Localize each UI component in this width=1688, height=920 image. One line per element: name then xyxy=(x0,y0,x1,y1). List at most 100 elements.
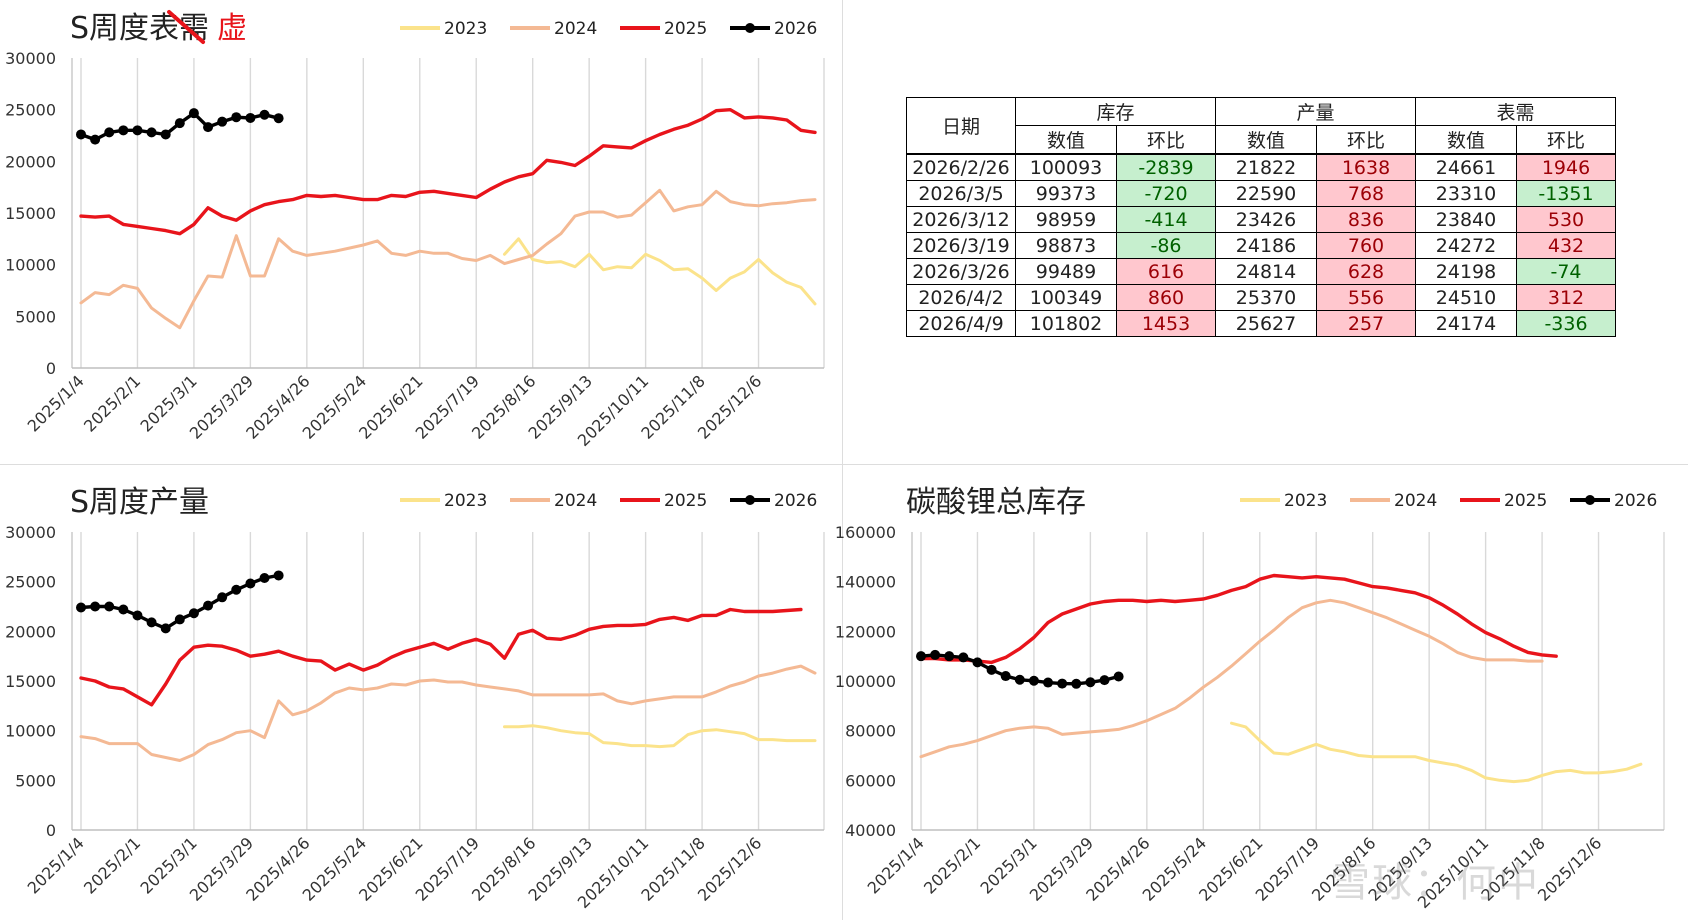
data-point-2026 xyxy=(273,113,284,124)
legend-label-2023: 2023 xyxy=(444,19,487,39)
y-tick-label: 20000 xyxy=(5,622,56,641)
y-tick-label: 0 xyxy=(46,821,56,840)
y-tick-label: 20000 xyxy=(5,152,56,171)
table-cell-inv-chg: 860 xyxy=(1116,284,1216,311)
legend-label-2024: 2024 xyxy=(1394,491,1437,511)
table-cell-dem: 24198 xyxy=(1415,258,1517,285)
y-tick-label: 160000 xyxy=(835,523,896,542)
y-tick-label: 15000 xyxy=(5,672,56,691)
table-body: 2026/2/26 100093 -2839 21822 1638 24661 1946 20… xyxy=(906,153,1616,337)
y-tick-label: 140000 xyxy=(835,573,896,592)
table-cell-prod-chg: 628 xyxy=(1316,258,1416,285)
legend-label-2025: 2025 xyxy=(1504,491,1547,511)
table-cell-dem: 23310 xyxy=(1415,180,1517,207)
series-line-2025 xyxy=(79,108,817,236)
data-point-2026 xyxy=(972,657,983,668)
y-tick-label: 120000 xyxy=(835,622,896,641)
subheader-dem-value: 数值 xyxy=(1415,125,1517,155)
header-date: 日期 xyxy=(906,97,1016,155)
y-tick-label: 40000 xyxy=(845,821,896,840)
y-tick-label: 10000 xyxy=(5,256,56,275)
y-tick-label: 5000 xyxy=(15,307,56,326)
data-point-2026 xyxy=(259,572,270,583)
table-cell-date: 2026/4/9 xyxy=(906,310,1016,337)
chart-inventory: 40000 60000 80000 100000 120000 140000 160000 2… xyxy=(835,485,1665,912)
table-cell-inv: 98873 xyxy=(1015,232,1117,259)
table-row: 2026/2/26 100093 -2839 21822 1638 24661 1946 xyxy=(906,153,1616,181)
table-row: 2026/3/5 99373 -720 22590 768 23310 -1351 xyxy=(906,180,1616,207)
table-cell-date: 2026/4/2 xyxy=(906,284,1016,311)
subheader-dem-change: 环比 xyxy=(1516,125,1616,155)
y-tick-label: 15000 xyxy=(5,204,56,223)
data-point-2026 xyxy=(146,617,157,628)
data-point-2026 xyxy=(1113,671,1124,682)
table-cell-dem: 24272 xyxy=(1415,232,1517,259)
table-header-row: 日期 库存 产量 表需 xyxy=(906,97,1616,155)
horizontal-divider xyxy=(0,464,1688,465)
table-cell-dem-chg: -1351 xyxy=(1516,180,1616,207)
data-point-2026 xyxy=(1014,674,1025,685)
watermark: 雪球：何中 xyxy=(1330,860,1540,906)
table-cell-dem: 24510 xyxy=(1415,284,1517,311)
data-point-2026 xyxy=(132,125,143,136)
table-cell-prod: 24186 xyxy=(1215,232,1317,259)
table-cell-inv: 98959 xyxy=(1015,206,1117,233)
data-point-2026 xyxy=(90,601,101,612)
table-cell-prod: 21822 xyxy=(1215,153,1317,181)
data-point-2026 xyxy=(1057,678,1068,689)
series-line-2024 xyxy=(919,598,1544,759)
header-demand: 表需 xyxy=(1415,97,1616,126)
table-cell-prod-chg: 1638 xyxy=(1316,153,1416,181)
data-point-2026 xyxy=(1085,677,1096,688)
table-cell-dem-chg: 530 xyxy=(1516,206,1616,233)
data-point-2026 xyxy=(245,112,256,123)
legend-label-2024: 2024 xyxy=(554,491,597,511)
legend-label-2026: 2026 xyxy=(1614,491,1657,511)
data-point-2026 xyxy=(1071,678,1082,689)
data-point-2026 xyxy=(958,652,969,663)
data-point-2026 xyxy=(160,623,171,634)
subheader-inv-value: 数值 xyxy=(1015,125,1117,155)
subheader-prod-change: 环比 xyxy=(1316,125,1416,155)
series-line-2023 xyxy=(503,724,817,749)
table-cell-date: 2026/3/19 xyxy=(906,232,1016,259)
table-row: 2026/3/26 99489 616 24814 628 24198 -74 xyxy=(906,258,1616,285)
y-tick-label: 80000 xyxy=(845,722,896,741)
series-line-2025 xyxy=(79,607,803,707)
table-cell-inv-chg: -414 xyxy=(1116,206,1216,233)
y-tick-label: 25000 xyxy=(5,101,56,120)
legend-label-2026: 2026 xyxy=(774,491,817,511)
table-cell-dem-chg: 432 xyxy=(1516,232,1616,259)
y-tick-label: 100000 xyxy=(835,672,896,691)
series-line-2023 xyxy=(503,237,817,306)
data-point-2026 xyxy=(1028,675,1039,686)
table-row: 2026/4/9 101802 1453 25627 257 24174 -336 xyxy=(906,310,1616,337)
series-line-2025 xyxy=(919,573,1558,665)
legend-label-2023: 2023 xyxy=(1284,491,1327,511)
table-cell-inv: 100349 xyxy=(1015,284,1117,311)
table-row: 2026/3/12 98959 -414 23426 836 23840 530 xyxy=(906,206,1616,233)
table-cell-prod: 22590 xyxy=(1215,180,1317,207)
title-annotation: 虚 xyxy=(217,11,247,46)
x-tick-label: 2025/2/1 xyxy=(920,833,984,897)
data-point-2026 xyxy=(1099,675,1110,686)
table-subheader-row: 数值 环比 数值 环比 数值 环比 xyxy=(907,125,1616,155)
vertical-divider xyxy=(842,0,843,920)
x-tick-label: 2025/1/4 xyxy=(24,833,88,897)
data-point-2026 xyxy=(930,649,941,660)
table-cell-prod-chg: 836 xyxy=(1316,206,1416,233)
chart-title: S周度产量 xyxy=(70,485,209,520)
chart-title: 碳酸锂总库存 xyxy=(906,485,1086,520)
data-point-2026 xyxy=(203,122,214,133)
summary-table: 日期 库存 产量 表需 数值 环比 数值 环比 数值 环比 2026/2/26 1… xyxy=(906,97,1616,337)
table-cell-dem-chg: -336 xyxy=(1516,310,1616,337)
legend-label-2025: 2025 xyxy=(664,491,707,511)
table-cell-prod-chg: 556 xyxy=(1316,284,1416,311)
table-cell-prod: 23426 xyxy=(1215,206,1317,233)
table-cell-dem: 23840 xyxy=(1415,206,1517,233)
legend-marker-2026 xyxy=(745,495,755,505)
subheader-inv-change: 环比 xyxy=(1116,125,1216,155)
table-cell-inv-chg: -2839 xyxy=(1116,153,1216,181)
chart-production: 0500010000150002000025000300002025/1/420… xyxy=(5,485,825,912)
